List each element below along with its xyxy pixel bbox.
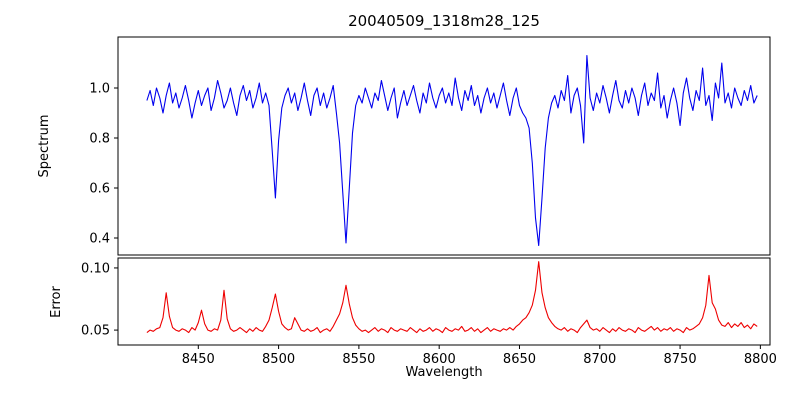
y-tick-label: 0.8 [89, 132, 110, 147]
x-tick-label: 8600 [423, 352, 456, 367]
y-tick-label: 1.0 [89, 82, 110, 97]
x-axis-label: Wavelength [405, 365, 483, 380]
y-tick-label: 0.10 [81, 261, 110, 276]
x-tick-label: 8700 [583, 352, 616, 367]
x-tick-label: 8450 [182, 352, 215, 367]
x-tick-label: 8750 [664, 352, 697, 367]
error-axes-frame [117, 257, 771, 346]
chart-title: 20040509_1318m28_125 [348, 12, 540, 30]
x-tick-label: 8650 [503, 352, 536, 367]
x-tick-label: 8500 [262, 352, 295, 367]
x-tick-label: 8550 [342, 352, 375, 367]
spectrum-axes-frame [117, 36, 771, 256]
y-tick-label: 0.6 [89, 182, 110, 197]
y-tick-label: 0.4 [89, 232, 110, 247]
spectrum-line [146, 54, 758, 247]
y-tick-label: 0.05 [81, 324, 110, 339]
x-tick-label: 8800 [744, 352, 777, 367]
error-line [146, 261, 758, 334]
